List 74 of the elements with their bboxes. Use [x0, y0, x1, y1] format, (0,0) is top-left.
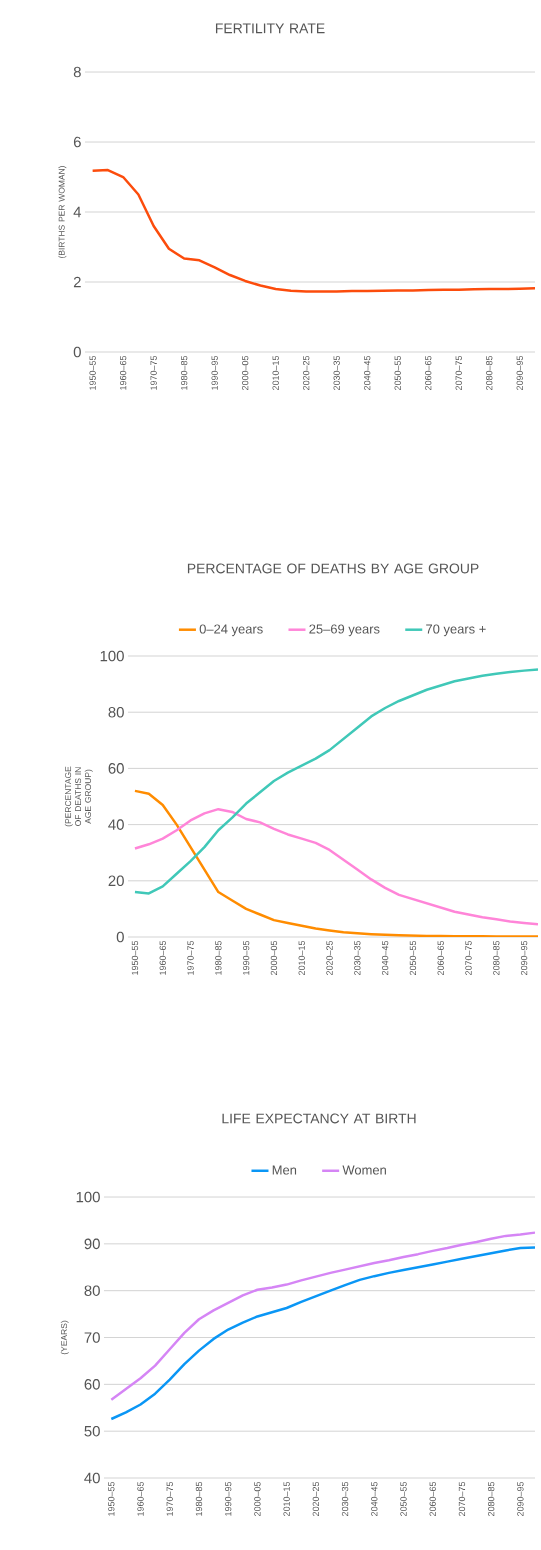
x-tick-label: 1950–55 — [107, 1481, 115, 1516]
y-tick-label: 70 — [84, 1332, 100, 1343]
y-tick-label: 90 — [84, 1238, 100, 1250]
chart-title: LIFE EXPECTANCY AT BIRTH — [222, 1113, 416, 1124]
x-tick-label: 2020–25 — [326, 940, 333, 975]
x-tick-label: 2040–45 — [370, 1481, 378, 1516]
x-tick-label: 2090–95 — [517, 1481, 524, 1516]
x-tick-label: 2000–05 — [270, 940, 277, 975]
y-axis-title: (YEARS) — [60, 1320, 69, 1355]
y-tick-label: 8 — [73, 66, 81, 78]
legend-label: Women — [342, 1165, 386, 1175]
y-tick-label: 60 — [84, 1379, 100, 1390]
x-tick-label: 2090–95 — [516, 355, 523, 390]
y-tick-label: 100 — [100, 650, 124, 662]
x-tick-label: 1980–85 — [180, 355, 188, 390]
x-tick-label: 2090–95 — [520, 940, 528, 975]
legend-label: 70 years + — [426, 624, 486, 637]
x-tick-label: 2050–55 — [400, 1481, 407, 1516]
x-tick-label: 1970–75 — [166, 1481, 173, 1516]
y-tick-label: 80 — [84, 1285, 100, 1296]
x-tick-label: 2010–15 — [272, 355, 279, 390]
x-tick-label: 2060–65 — [424, 355, 432, 390]
x-tick-label: 1950–55 — [131, 940, 138, 975]
x-tick-label: 2010–15 — [298, 940, 305, 975]
x-tick-label: 2040–45 — [363, 355, 371, 390]
x-tick-label: 2080–85 — [492, 940, 500, 975]
y-tick-label: 40 — [84, 1472, 100, 1484]
x-tick-label: 2070–75 — [465, 940, 472, 975]
x-tick-label: 1980–85 — [215, 940, 222, 975]
y-tick-label: 4 — [73, 206, 81, 218]
x-tick-label: 2040–45 — [381, 940, 389, 975]
y-tick-label: 80 — [108, 706, 124, 718]
x-tick-label: 2050–55 — [409, 940, 416, 975]
y-axis-title: (BIRTHS PER WOMAN) — [58, 166, 67, 258]
y-tick-label: 0 — [73, 346, 81, 358]
x-tick-label: 1960–65 — [159, 940, 166, 975]
y-axis-title: (PERCENTAGE OF DEATHS IN AGE GROUP) — [64, 766, 93, 827]
y-tick-label: 50 — [84, 1425, 100, 1437]
x-tick-label: 2030–35 — [353, 940, 361, 975]
y-tick-label: 40 — [108, 819, 124, 830]
x-tick-label: 2080–85 — [487, 1481, 495, 1516]
x-tick-label: 2030–35 — [341, 1481, 349, 1516]
x-tick-label: 1970–75 — [150, 355, 157, 390]
x-tick-label: 2070–75 — [458, 1481, 465, 1516]
x-tick-label: 1970–75 — [187, 940, 194, 975]
x-tick-label: 2000–05 — [241, 355, 249, 390]
x-tick-label: 2060–65 — [437, 940, 444, 975]
x-tick-label: 1990–95 — [224, 1481, 232, 1516]
x-tick-label: 1990–95 — [211, 355, 218, 390]
x-tick-label: 1980–85 — [195, 1481, 202, 1516]
legend-label: 25–69 years — [309, 624, 380, 637]
x-tick-label: 2080–85 — [485, 355, 493, 390]
y-tick-label: 100 — [76, 1191, 100, 1203]
x-tick-label: 2020–25 — [302, 355, 310, 390]
legend-label: Men — [272, 1165, 296, 1175]
chart-title: PERCENTAGE OF DEATHS BY AGE GROUP — [187, 563, 479, 574]
y-tick-label: 0 — [116, 931, 124, 943]
x-tick-label: 2020–25 — [312, 1481, 319, 1516]
x-tick-label: 2070–75 — [455, 355, 462, 390]
legend-label: 0–24 years — [199, 624, 263, 637]
x-tick-label: 1950–55 — [89, 355, 96, 390]
y-tick-label: 2 — [73, 276, 81, 288]
x-tick-label: 2060–65 — [429, 1481, 436, 1516]
chart-title: FERTILITY RATE — [215, 23, 325, 34]
x-tick-label: 2050–55 — [394, 355, 401, 390]
x-tick-label: 2010–15 — [283, 1481, 290, 1516]
x-tick-label: 2000–05 — [254, 1481, 261, 1516]
x-tick-label: 1960–65 — [137, 1481, 144, 1516]
y-tick-label: 20 — [108, 875, 124, 887]
x-tick-label: 1960–65 — [119, 355, 127, 390]
y-tick-label: 6 — [73, 136, 81, 148]
x-tick-label: 1990–95 — [242, 940, 250, 975]
x-tick-label: 2030–35 — [333, 355, 340, 390]
y-tick-label: 60 — [108, 763, 124, 774]
